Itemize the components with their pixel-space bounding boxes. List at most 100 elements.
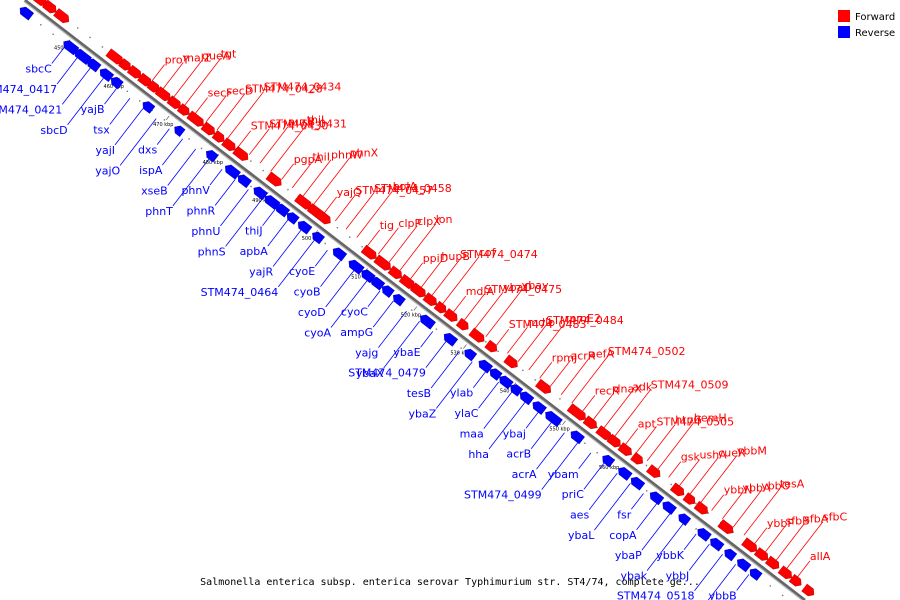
gene-label-thii: thiI [312, 151, 330, 164]
forward-label-line [420, 260, 442, 288]
gene-features [19, 0, 815, 597]
forward-gene-block [154, 86, 171, 102]
gene-label-alla: allA [810, 550, 831, 563]
kbp-tick-label: 560 kbp [599, 465, 619, 471]
reverse-label-line [114, 108, 144, 146]
gene-label-stm474-0458: STM474_0458 [374, 182, 452, 195]
forward-label-line [399, 223, 437, 271]
forward-label-line [442, 256, 480, 304]
gene-label-cyod: cyoD [298, 306, 326, 319]
forward-gene-block [422, 292, 437, 307]
gene-label-malz: malZ [183, 52, 212, 65]
gene-label-tsx: tsx [93, 124, 110, 137]
forward-gene-block [53, 8, 70, 24]
reverse-gene-block [519, 391, 535, 406]
forward-label-line [270, 124, 308, 172]
forward-gene-block [764, 555, 780, 570]
kbp-tick-mark [562, 420, 566, 425]
reverse-gene-block [662, 501, 677, 515]
reverse-label-line [630, 493, 644, 510]
forward-label-line [700, 455, 738, 503]
reverse-label-line [267, 219, 289, 247]
gene-label-stm474-0434: STM474_0434 [264, 81, 342, 94]
reverse-gene-block [348, 259, 365, 275]
reverse-label-line [578, 452, 592, 470]
gene-label-stm474-0430: STM474_0430 [251, 120, 329, 133]
reverse-label-line [162, 138, 183, 166]
gene-label-ybay: ybay [522, 279, 549, 292]
minor-tick-dot [534, 379, 536, 381]
forward-label-line [528, 322, 566, 371]
forward-label-line [162, 62, 184, 89]
gene-label-sbcc: sbcC [25, 63, 52, 76]
reverse-label-line [104, 87, 118, 105]
forward-gene-block [105, 48, 123, 65]
reverse-gene-block [370, 276, 386, 291]
minor-tick-dot [250, 160, 252, 162]
gene-label-ppid: ppiD [423, 252, 449, 265]
forward-label-line [603, 391, 633, 429]
kbp-tick-label: 530 kbp [450, 351, 470, 357]
gene-label-ybax: ybaX [356, 367, 384, 380]
reverse-label-line [209, 169, 223, 186]
forward-gene-block [717, 519, 734, 535]
forward-gene-block [503, 354, 518, 369]
reverse-label-line [707, 564, 737, 600]
minor-tick-dot [559, 423, 561, 425]
forward-label-line [593, 393, 614, 420]
forward-label-line [205, 95, 227, 122]
minor-tick-dot [126, 90, 129, 93]
forward-gene-block [232, 145, 249, 161]
forward-label-line [367, 229, 381, 247]
reverse-gene-block [499, 375, 514, 390]
reverse-label-line [594, 483, 631, 531]
gene-label-secf: secF [208, 87, 233, 100]
gene-label-ybbp: ybbP [767, 517, 794, 530]
reverse-label-line [636, 503, 658, 531]
minor-tick-dot [645, 464, 648, 467]
gene-label-cof: cof [479, 246, 497, 259]
forward-gene-block [265, 171, 282, 187]
forward-gene-block [409, 282, 426, 298]
forward-label-line [636, 426, 657, 453]
gene-label-hupb: hupB [441, 250, 469, 263]
gene-label-htpg: htpG [675, 413, 702, 426]
minor-tick-dot [163, 119, 166, 121]
minor-tick-dot [670, 483, 672, 486]
gene-label-rpme2: rpmE2 [565, 312, 601, 325]
reverse-label-line [61, 67, 91, 105]
gene-label-acrr: acrR [571, 349, 596, 362]
kbp-tick-label: 520 kbp [401, 312, 421, 318]
forward-gene-block [314, 209, 331, 225]
reverse-label-line [51, 47, 65, 64]
forward-gene-block [443, 308, 458, 322]
reverse-label-line [588, 472, 618, 510]
forward-gene-block [630, 452, 643, 465]
gene-label-recr: recR [595, 384, 620, 397]
minor-tick-dot [411, 309, 413, 311]
reverse-gene-block [381, 285, 395, 298]
forward-gene-block [186, 110, 204, 127]
gene-label-stm474-0502: STM474_0502 [608, 345, 686, 358]
reverse-gene-block [312, 231, 325, 245]
gene-label-ybaz: ybaZ [409, 408, 437, 421]
forward-label-line [754, 527, 768, 544]
gene-label-aes: aes [570, 509, 590, 522]
reverse-gene-block [649, 491, 665, 506]
minor-tick-dot [645, 490, 648, 492]
gene-label-phnv: phnV [181, 184, 210, 197]
gene-label-acrb: acrB [506, 448, 531, 461]
reverse-gene-block [618, 467, 633, 481]
minor-tick-dot [460, 347, 462, 349]
forward-gene-block [118, 58, 131, 71]
forward-gene-block [221, 137, 236, 152]
forward-gene-block [693, 500, 708, 515]
gene-label-bola: bolA [393, 180, 418, 193]
reverse-gene-block [737, 558, 752, 573]
forward-gene-block [433, 300, 447, 314]
minor-tick-dot [138, 100, 141, 102]
reverse-gene-block [478, 359, 494, 374]
reverse-gene-block [99, 68, 115, 83]
minor-tick-dot [361, 245, 363, 248]
